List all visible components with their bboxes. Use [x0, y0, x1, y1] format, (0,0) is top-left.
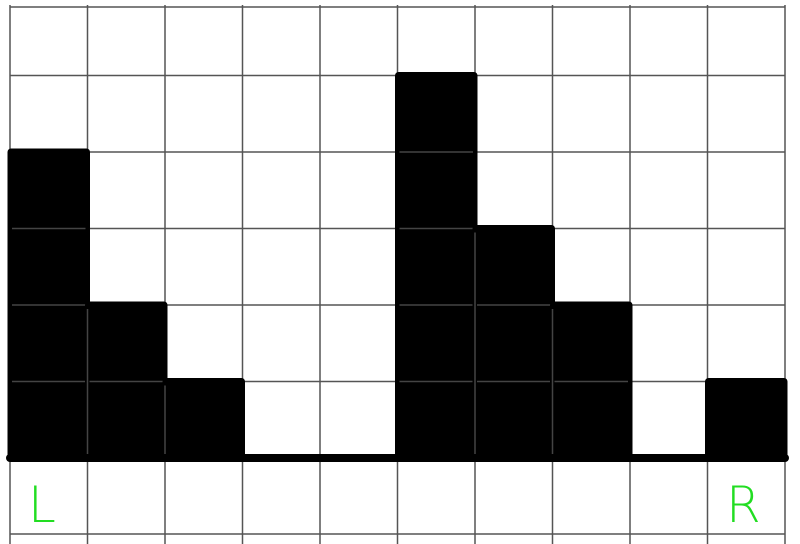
bar-column-10: [705, 378, 788, 462]
left-label: L: [28, 476, 56, 534]
bar-column-6: [395, 72, 478, 462]
bar-column-7: [472, 225, 555, 462]
bars-group: [7, 72, 788, 462]
bar-column-3: [162, 378, 245, 462]
right-label: R: [726, 476, 761, 534]
